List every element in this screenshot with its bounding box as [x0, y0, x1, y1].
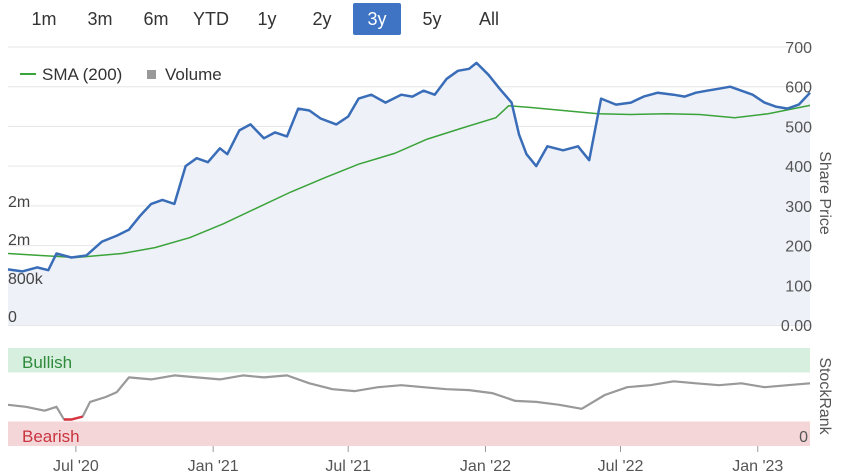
x-tick-label: Jan '23 — [732, 458, 783, 475]
price-axis-ticks: 0.00 100 200 300 400 500 600 700 — [781, 40, 812, 335]
stockrank-bearish-segment — [64, 415, 83, 421]
stockrank-axis-title: StockRank — [816, 357, 833, 435]
volume-tick-label: 800k — [8, 271, 44, 288]
legend-volume-label: Volume — [165, 65, 222, 84]
stockrank-panel: Bullish Bearish 0 — [7, 348, 811, 446]
volume-tick-label: 2m — [8, 194, 30, 211]
range-button-ytd[interactable]: YTD — [193, 9, 229, 29]
range-selector: 1m 3m 6m YTD 1y 2y 3y 5y All — [0, 0, 843, 38]
volume-tick-label: 0 — [8, 309, 17, 326]
price-line-group — [7, 61, 811, 273]
bearish-band — [8, 421, 810, 446]
x-tick-label: Jul '21 — [325, 458, 371, 475]
legend: SMA (200) Volume — [20, 65, 222, 84]
legend-volume-symbol — [147, 70, 156, 79]
price-tick-label: 500 — [785, 119, 812, 136]
price-tick-label: 400 — [785, 159, 812, 176]
sma-line-group — [7, 104, 811, 259]
range-button-1y[interactable]: 1y — [257, 9, 277, 29]
sma-line — [7, 104, 811, 259]
range-button-6m[interactable]: 6m — [143, 9, 169, 29]
price-axis-title: Share Price — [816, 151, 833, 235]
price-tick-label: 0.00 — [781, 318, 812, 335]
range-button-2y[interactable]: 2y — [312, 9, 332, 29]
x-tick-label: Jan '22 — [460, 458, 511, 475]
price-tick-label: 200 — [785, 239, 812, 256]
price-tick-label: 300 — [785, 199, 812, 216]
range-button-all[interactable]: All — [478, 9, 499, 29]
price-area — [8, 62, 810, 326]
bearish-label: Bearish — [22, 427, 80, 446]
volume-axis-ticks: 0 800k 2m 2m — [8, 194, 44, 326]
range-button-5y[interactable]: 5y — [422, 9, 442, 29]
x-tick-label: Jul '20 — [53, 458, 99, 475]
x-tick-label: Jan '21 — [188, 458, 239, 475]
stockrank-line — [7, 374, 811, 421]
price-tick-label: 700 — [785, 40, 812, 57]
legend-sma-label: SMA (200) — [42, 65, 122, 84]
price-area-fill — [8, 62, 810, 326]
stockrank-tick-label: 0 — [799, 429, 808, 446]
bullish-band — [8, 348, 810, 373]
bullish-label: Bullish — [22, 353, 72, 372]
range-button-3m[interactable]: 3m — [87, 9, 113, 29]
range-button-1m[interactable]: 1m — [31, 9, 57, 29]
price-tick-label: 100 — [785, 278, 812, 295]
x-tick-label: Jul '22 — [598, 458, 644, 475]
price-line — [7, 61, 811, 273]
price-tick-label: 600 — [785, 80, 812, 97]
range-button-3y[interactable]: 3y — [353, 3, 401, 35]
x-axis-ticks: Jul '20 Jan '21 Jul '21 Jan '22 Jul '22 Jan '… — [53, 446, 783, 475]
volume-tick-label: 2m — [8, 232, 30, 249]
